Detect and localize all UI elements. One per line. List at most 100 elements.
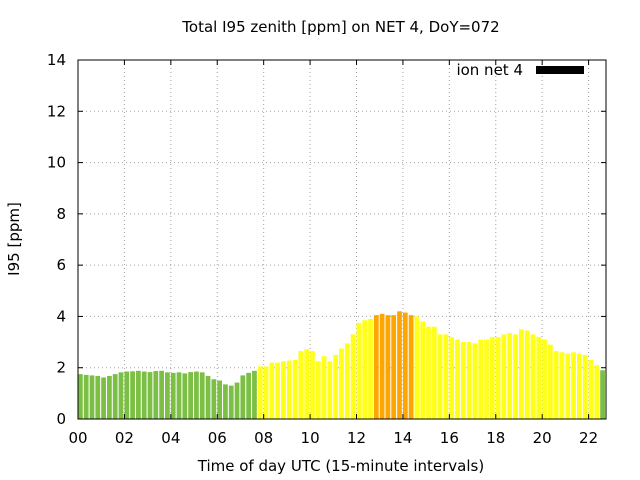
bar — [524, 330, 530, 419]
bar — [460, 342, 466, 419]
bar — [542, 339, 547, 419]
y-tick-label: 4 — [56, 307, 66, 325]
y-axis-label: I95 [ppm] — [5, 202, 23, 276]
bar — [234, 382, 240, 419]
bar — [426, 326, 431, 419]
bar — [159, 370, 164, 419]
bar — [478, 339, 484, 419]
x-tick-label: 00 — [68, 429, 87, 447]
bar — [304, 349, 310, 419]
bar — [530, 334, 536, 419]
bar — [89, 375, 95, 419]
bar — [402, 312, 408, 419]
x-tick-label: 20 — [533, 429, 552, 447]
bar — [223, 384, 228, 419]
bar — [112, 374, 118, 419]
x-tick-label: 06 — [208, 429, 227, 447]
bar — [130, 371, 135, 419]
bar — [339, 348, 344, 419]
bar — [362, 320, 368, 419]
x-tick-label: 02 — [115, 429, 134, 447]
bar — [408, 315, 414, 419]
legend: ion net 4 — [456, 61, 584, 79]
bar — [391, 315, 397, 419]
bar — [83, 374, 89, 419]
bar — [397, 311, 402, 419]
bar — [182, 373, 188, 419]
y-tick-label: 0 — [56, 410, 66, 428]
legend-swatch — [536, 66, 584, 74]
bar — [576, 353, 582, 419]
bar — [298, 351, 304, 419]
y-axis-ticks: 0 2 4 6 8 10 12 14 — [47, 51, 606, 428]
bar-series — [78, 311, 605, 419]
chart-title: Total I95 zenith [ppm] on NET 4, DoY=072 — [181, 18, 499, 36]
grid-lines — [78, 60, 606, 419]
bar — [118, 372, 124, 419]
bar — [507, 333, 513, 419]
bar — [170, 372, 176, 419]
bar — [420, 321, 426, 419]
bar — [368, 318, 373, 419]
bar — [379, 313, 385, 419]
y-tick-label: 14 — [47, 51, 66, 69]
bar — [95, 375, 101, 419]
bar — [437, 334, 443, 419]
x-tick-label: 14 — [393, 429, 412, 447]
bar — [414, 316, 420, 419]
bar — [240, 375, 246, 419]
y-tick-label: 10 — [47, 154, 66, 172]
bar — [501, 334, 507, 419]
bar — [431, 326, 437, 419]
bar — [246, 372, 252, 419]
x-axis-label: Time of day UTC (15-minute intervals) — [197, 457, 484, 475]
bar — [292, 360, 298, 419]
bar — [321, 356, 327, 419]
bar — [373, 315, 379, 419]
x-tick-label: 22 — [579, 429, 598, 447]
bar — [147, 372, 153, 419]
bar — [594, 365, 600, 419]
x-tick-label: 16 — [440, 429, 459, 447]
x-axis-ticks: 00 02 04 06 08 10 12 14 16 18 20 22 — [68, 60, 598, 447]
x-tick-label: 08 — [254, 429, 273, 447]
bar — [553, 351, 559, 419]
bar — [518, 329, 524, 419]
bar — [315, 361, 321, 419]
y-tick-label: 2 — [56, 359, 66, 377]
y-tick-label: 8 — [56, 205, 66, 223]
bar — [211, 379, 217, 419]
bar — [333, 354, 339, 419]
bar — [101, 377, 106, 419]
bar — [547, 344, 553, 419]
bar — [78, 374, 83, 419]
bar — [281, 361, 286, 419]
bar — [344, 343, 350, 419]
bar — [466, 342, 472, 419]
bar — [107, 375, 112, 419]
bar — [350, 334, 356, 419]
bar — [199, 372, 205, 419]
x-tick-label: 10 — [301, 429, 320, 447]
bar — [217, 380, 223, 419]
bar — [275, 362, 281, 419]
y-tick-label: 6 — [56, 256, 66, 274]
bar — [176, 372, 182, 419]
bar — [252, 370, 257, 419]
bar — [582, 354, 588, 419]
bar — [205, 375, 211, 419]
bar — [228, 385, 234, 419]
bar — [455, 339, 460, 419]
bar — [327, 361, 333, 419]
bar — [153, 371, 159, 419]
axes — [77, 59, 607, 420]
bar — [385, 315, 391, 419]
bar — [513, 334, 518, 419]
bar — [286, 360, 292, 419]
bar — [443, 334, 449, 419]
bar — [356, 322, 362, 419]
plot-frame — [77, 59, 607, 420]
bar — [489, 336, 495, 419]
y-tick-label: 12 — [47, 102, 66, 120]
